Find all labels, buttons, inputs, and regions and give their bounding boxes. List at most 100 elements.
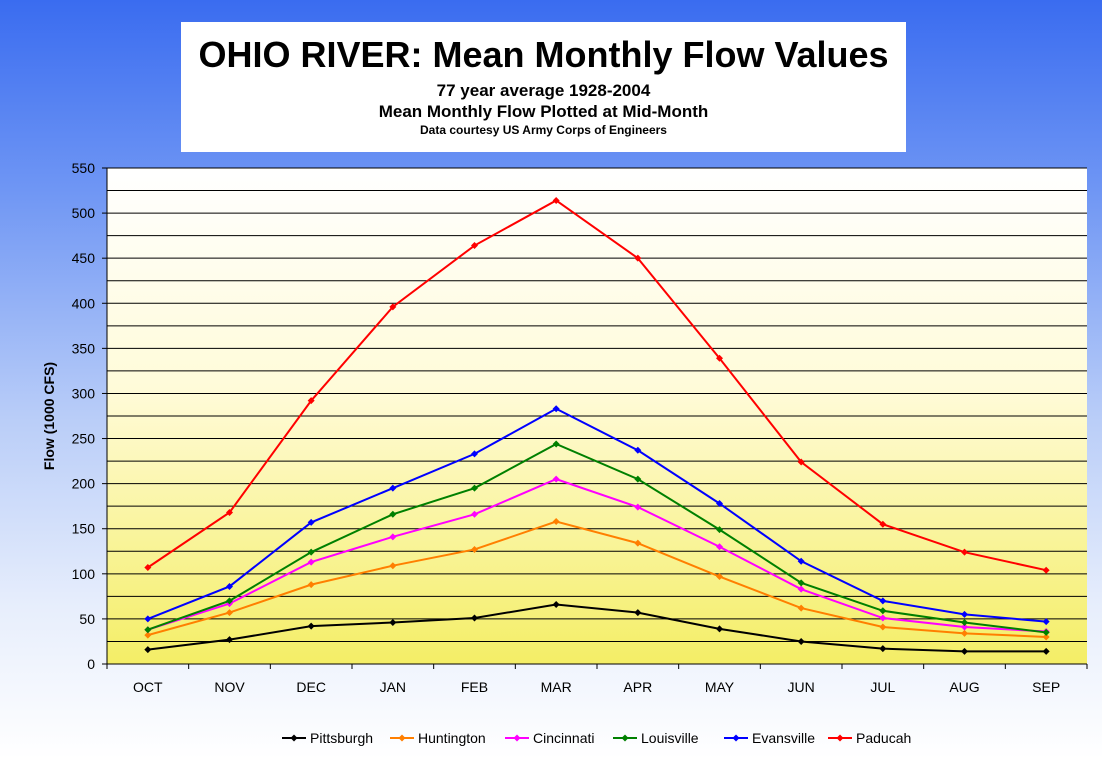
series-line-evansville: [147, 407, 1047, 623]
data-point-louisville: [307, 548, 315, 556]
y-tick-label: 250: [72, 431, 96, 447]
data-point-pittsburgh: [797, 637, 805, 645]
x-tick-label: MAY: [705, 679, 735, 695]
legend-item-louisville: Louisville: [613, 730, 699, 746]
data-point-paducah: [307, 397, 315, 405]
x-tick-label: AUG: [949, 679, 979, 695]
data-point-paducah: [226, 508, 233, 516]
legend-label: Evansville: [752, 730, 815, 746]
legend-label: Huntington: [418, 730, 486, 746]
data-point-huntington: [716, 573, 723, 581]
series-line-cincinnati: [147, 478, 1047, 633]
data-point-huntington: [471, 545, 478, 553]
x-tick-label: OCT: [133, 679, 163, 695]
data-point-paducah: [634, 254, 642, 262]
data-point-paducah: [797, 458, 805, 466]
data-point-louisville: [797, 579, 805, 587]
legend: Pittsburgh Huntington Cincinnati Louisville…: [282, 730, 911, 746]
data-point-huntington: [144, 631, 152, 639]
series-line-huntington: [147, 520, 1047, 638]
data-point-paducah: [389, 303, 397, 311]
data-point-pittsburgh: [144, 646, 152, 654]
legend-item-pittsburgh: Pittsburgh: [282, 730, 373, 746]
legend-marker: [836, 734, 844, 742]
y-tick-label: 300: [72, 385, 96, 401]
data-point-evansville: [634, 446, 642, 454]
x-tick-label: DEC: [296, 679, 326, 695]
data-point-cincinnati: [307, 558, 315, 566]
legend-label: Louisville: [641, 730, 699, 746]
data-point-louisville: [716, 526, 723, 534]
data-point-louisville: [389, 510, 397, 518]
x-tick-label: MAR: [541, 679, 572, 695]
data-point-cincinnati: [797, 585, 805, 593]
chart-subtitle: 77 year average 1928-2004: [436, 81, 651, 100]
data-point-cincinnati: [716, 543, 723, 551]
y-tick-label: 100: [72, 566, 96, 582]
y-axis-label: Flow (1000 CFS): [41, 362, 57, 470]
chart-credit: Data courtesy US Army Corps of Engineers: [420, 123, 667, 137]
y-tick-label: 50: [79, 611, 95, 627]
legend-marker: [621, 734, 629, 742]
legend-label: Cincinnati: [533, 730, 594, 746]
data-point-evansville: [389, 484, 397, 492]
legend-marker: [513, 734, 521, 742]
data-point-paducah: [144, 564, 152, 572]
x-tick-labels: OCT NOV DEC JAN FEB MAR APR MAY JUN JUL AUG SEP: [133, 679, 1060, 695]
legend-marker: [732, 734, 740, 742]
data-point-huntington: [961, 629, 968, 637]
data-point-paducah: [552, 196, 560, 204]
legend-item-cincinnati: Cincinnati: [505, 730, 594, 746]
data-point-louisville: [552, 440, 560, 448]
y-tick-label: 350: [72, 340, 96, 356]
y-tick-label: 450: [72, 250, 96, 266]
y-tick-labels: 0 50 100 150 200 250 300 350 400 450 500 550: [72, 160, 96, 672]
y-tick-label: 0: [87, 656, 95, 672]
data-point-evansville: [797, 557, 805, 565]
data-point-louisville: [144, 626, 152, 634]
x-tick-label: APR: [623, 679, 652, 695]
data-point-evansville: [144, 615, 152, 623]
data-point-huntington: [307, 581, 315, 589]
y-tick-label: 200: [72, 476, 96, 492]
series-line-louisville: [147, 442, 1047, 634]
data-point-huntington: [634, 539, 642, 547]
data-point-pittsburgh: [879, 645, 887, 653]
data-point-paducah: [879, 520, 887, 528]
chart-subtitle-2: Mean Monthly Flow Plotted at Mid-Month: [378, 102, 709, 121]
data-point-evansville: [879, 597, 887, 605]
data-point-paducah: [716, 354, 723, 362]
y-tick-label: 400: [72, 295, 96, 311]
data-point-pittsburgh: [307, 622, 315, 630]
data-point-louisville: [634, 475, 642, 483]
data-point-evansville: [307, 518, 315, 526]
data-point-pittsburgh: [634, 609, 642, 617]
data-point-louisville: [1042, 628, 1050, 636]
data-point-evansville: [226, 582, 233, 590]
x-tick-label: JUN: [788, 679, 815, 695]
series-line-paducah: [147, 199, 1047, 572]
x-tick-label: SEP: [1032, 679, 1060, 695]
data-point-huntington: [552, 518, 560, 526]
legend-item-evansville: Evansville: [724, 730, 815, 746]
data-point-pittsburgh: [1042, 647, 1050, 655]
data-point-huntington: [389, 562, 397, 570]
data-point-pittsburgh: [716, 625, 723, 633]
chart-title-box: OHIO RIVER: Mean Monthly Flow Values 77 …: [181, 22, 906, 152]
data-point-pittsburgh: [389, 619, 397, 627]
x-tick-label: FEB: [461, 679, 488, 695]
data-point-cincinnati: [389, 533, 397, 541]
x-tick-label: NOV: [214, 679, 245, 695]
data-point-cincinnati: [879, 614, 887, 622]
x-tick-label: JUL: [870, 679, 895, 695]
y-tick-label: 500: [72, 205, 96, 221]
axes: [102, 167, 1088, 669]
data-point-pittsburgh: [226, 636, 233, 644]
data-point-louisville: [471, 484, 478, 492]
data-point-huntington: [1042, 633, 1050, 641]
legend-item-huntington: Huntington: [390, 730, 486, 746]
data-point-evansville: [1042, 618, 1050, 626]
y-tick-label: 550: [72, 160, 96, 176]
legend-item-paducah: Paducah: [828, 730, 911, 746]
data-point-evansville: [716, 499, 723, 507]
